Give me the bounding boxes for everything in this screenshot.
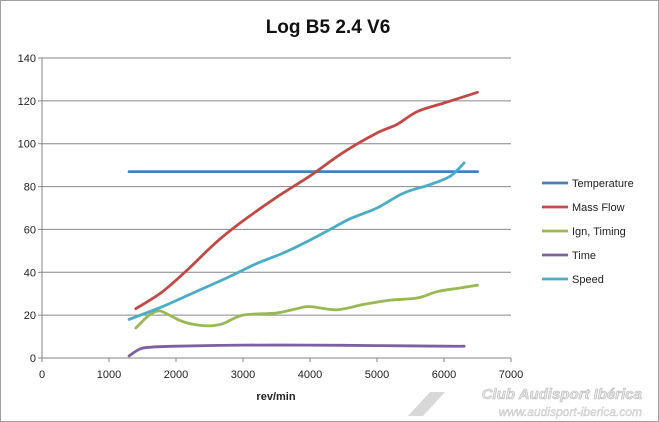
series-line-speed xyxy=(127,161,466,321)
x-tick-label: 2000 xyxy=(164,369,188,381)
watermark-logo-icon xyxy=(408,392,445,416)
watermark: Club Audisport Ibérica www.audisport-ibe… xyxy=(408,386,642,419)
x-axis-title: rev/min xyxy=(256,391,295,403)
watermark-title: Club Audisport Ibérica xyxy=(482,386,642,403)
watermark-url: www.audisport-iberica.com xyxy=(499,405,642,419)
y-tick-label: 60 xyxy=(24,224,36,236)
legend-label-speed: Speed xyxy=(572,274,604,286)
axes xyxy=(41,58,511,359)
y-tick-label: 20 xyxy=(24,310,36,322)
y-tick-label: 120 xyxy=(18,96,36,108)
y-tick-label: 100 xyxy=(18,139,36,151)
legend: Temperature Mass Flow Ign, Timing Time Speed xyxy=(542,178,634,286)
legend-label-time: Time xyxy=(572,250,596,262)
y-tick-label: 0 xyxy=(30,353,36,365)
series-lines xyxy=(127,90,479,358)
x-tick-label: 7000 xyxy=(499,369,523,381)
x-tick-label: 6000 xyxy=(432,369,456,381)
x-tick-label: 3000 xyxy=(231,369,255,381)
series-line-mass-flow xyxy=(134,90,479,311)
x-tick-label: 4000 xyxy=(298,369,322,381)
y-tick-label: 80 xyxy=(24,182,36,194)
tick-labels: 0 20 40 60 80 100 120 140 0 1000 2000 3000 4000 5000 6… xyxy=(18,53,524,381)
legend-label-ign-timing: Ign, Timing xyxy=(572,226,626,238)
y-tick-label: 40 xyxy=(24,267,36,279)
series-line-ign-timing xyxy=(134,283,479,330)
legend-label-mass-flow: Mass Flow xyxy=(572,202,625,214)
series-line-time xyxy=(127,343,466,358)
x-tick-label: 5000 xyxy=(365,369,389,381)
gridlines xyxy=(42,57,511,316)
x-tick-label: 0 xyxy=(39,369,45,381)
x-tick-label: 1000 xyxy=(97,369,121,381)
y-tick-label: 140 xyxy=(18,53,36,65)
chart-title: Log B5 2.4 V6 xyxy=(266,17,391,38)
legend-label-temperature: Temperature xyxy=(572,178,634,190)
